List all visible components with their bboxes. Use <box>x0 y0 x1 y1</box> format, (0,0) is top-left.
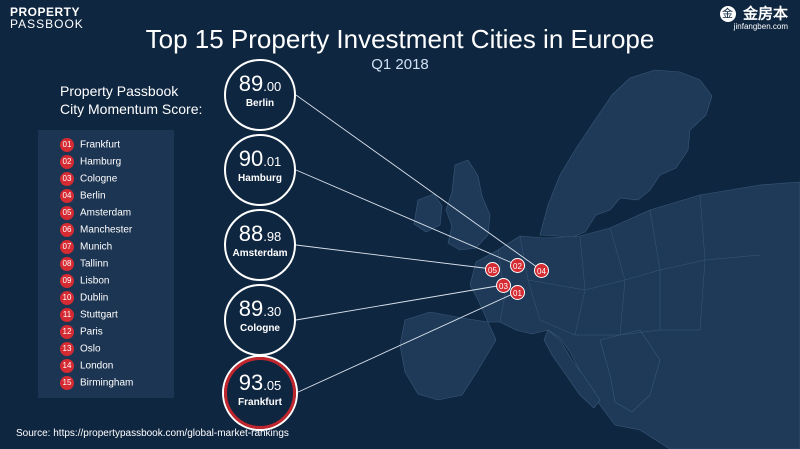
legend-number: 15 <box>60 376 74 390</box>
legend-item: 08 Tallinn <box>60 257 108 271</box>
legend-number: 14 <box>60 359 74 373</box>
score-circle-berlin: 89.00 Berlin <box>224 59 296 131</box>
score-value: 89.30 <box>238 296 282 321</box>
legend-item: 10 Dublin <box>60 291 108 305</box>
legend-city: Dublin <box>80 292 109 304</box>
legend-city: Berlin <box>80 190 106 202</box>
legend-city: Manchester <box>80 224 133 236</box>
continental-landmass <box>469 181 800 449</box>
legend-number: 05 <box>60 206 74 220</box>
legend-city: Birmingham <box>80 377 134 389</box>
score-city: Amsterdam <box>232 248 288 259</box>
score-circle-frankfurt: 93.05 Frankfurt <box>224 357 296 429</box>
legend-city: Amsterdam <box>80 207 132 219</box>
map-marker-frankfurt: 01 <box>510 285 525 300</box>
score-circle-cologne: 89.30 Cologne <box>224 284 296 356</box>
legend-item: 11 Stuttgart <box>60 308 118 322</box>
legend-item: 14 London <box>60 359 113 373</box>
jinfangben-name: 金房本 <box>742 5 788 23</box>
legend-city: Cologne <box>80 173 118 185</box>
map-marker-hamburg: 02 <box>510 258 525 273</box>
legend-city: Munich <box>80 241 113 253</box>
legend-city: Oslo <box>80 343 101 355</box>
score-label-line2: City Momentum Score: <box>60 101 203 117</box>
legend-number: 08 <box>60 257 74 271</box>
score-label: Property Passbook City Momentum Score: <box>60 82 220 118</box>
legend-item: 04 Berlin <box>60 189 106 203</box>
legend-item: 01 Frankfurt <box>60 138 120 152</box>
map-marker-berlin: 04 <box>534 263 549 278</box>
score-value: 93.05 <box>238 370 282 395</box>
legend-number: 04 <box>60 189 74 203</box>
map-marker-amsterdam: 05 <box>485 262 500 277</box>
legend-item: 13 Oslo <box>60 342 101 356</box>
city-legend: 01 Frankfurt 02 Hamburg 03 Cologne 04 Berlin… <box>38 130 174 398</box>
legend-city: Tallinn <box>80 258 109 270</box>
score-city: Hamburg <box>238 173 282 184</box>
legend-item: 12 Paris <box>60 325 103 339</box>
legend-item: 02 Hamburg <box>60 155 121 169</box>
score-label-line1: Property Passbook <box>60 83 179 99</box>
legend-number: 11 <box>60 308 74 322</box>
legend-number: 07 <box>60 240 74 254</box>
balkans-landmass <box>599 329 661 413</box>
legend-number: 03 <box>60 172 74 186</box>
property-passbook-logo: PROPERTY PASSBOOK <box>10 6 84 30</box>
legend-item: 03 Cologne <box>60 172 117 186</box>
legend-city: Hamburg <box>80 156 122 168</box>
legend-number: 10 <box>60 291 74 305</box>
legend-number: 02 <box>60 155 74 169</box>
italy-landmass <box>543 329 601 409</box>
legend-number: 01 <box>60 138 74 152</box>
score-value: 88.98 <box>238 221 282 246</box>
legend-item: 15 Birmingham <box>60 376 133 390</box>
legend-number: 06 <box>60 223 74 237</box>
legend-item: 09 Lisbon <box>60 274 109 288</box>
page-title: Top 15 Property Investment Cities in Eur… <box>145 24 655 54</box>
logo-line2: PASSBOOK <box>10 17 84 31</box>
legend-item: 07 Munich <box>60 240 112 254</box>
score-circle-amsterdam: 88.98 Amsterdam <box>224 209 296 281</box>
country-borders <box>497 194 761 336</box>
legend-city: Frankfurt <box>80 139 121 151</box>
score-city: Frankfurt <box>238 397 282 408</box>
page-subtitle: Q1 2018 <box>371 56 429 73</box>
source-text: Source: https://propertypassbook.com/glo… <box>16 428 289 439</box>
legend-city: London <box>80 360 114 372</box>
score-value: 89.00 <box>238 71 282 96</box>
jinfangben-logo: 金 金房本 jinfangben.com <box>719 5 788 32</box>
score-city: Cologne <box>240 323 280 334</box>
legend-item: 05 Amsterdam <box>60 206 131 220</box>
uk-landmass <box>445 159 491 251</box>
legend-item: 06 Manchester <box>60 223 132 237</box>
connector-lines <box>295 94 542 394</box>
legend-city: Stuttgart <box>80 309 118 321</box>
iberia-landmass <box>399 311 497 401</box>
score-city: Berlin <box>245 98 275 109</box>
score-value: 90.01 <box>238 146 282 171</box>
scandinavia-landmass <box>539 69 713 239</box>
legend-number: 12 <box>60 325 74 339</box>
score-circle-hamburg: 90.01 Hamburg <box>224 134 296 206</box>
legend-city: Lisbon <box>80 275 110 287</box>
jinfangben-url: jinfangben.com <box>733 22 788 32</box>
legend-number: 09 <box>60 274 74 288</box>
logo-line1: PROPERTY <box>10 5 81 19</box>
legend-number: 13 <box>60 342 74 356</box>
map-marker-cologne: 03 <box>496 278 511 293</box>
jinfangben-icon: 金 <box>719 6 736 22</box>
legend-city: Paris <box>80 326 103 338</box>
